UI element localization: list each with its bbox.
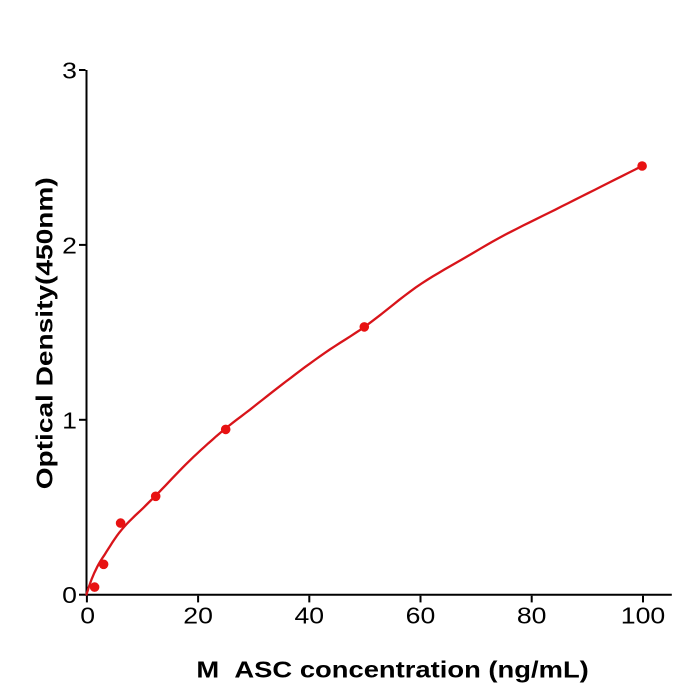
svg-text:2: 2	[62, 232, 77, 258]
svg-text:0: 0	[80, 602, 95, 628]
svg-text:20: 20	[183, 602, 213, 628]
svg-text:100: 100	[621, 602, 666, 628]
svg-text:40: 40	[295, 602, 325, 628]
svg-text:80: 80	[517, 602, 547, 628]
svg-text:M ASC concentration (ng/mL): M ASC concentration (ng/mL)	[196, 656, 588, 682]
svg-text:0: 0	[62, 582, 77, 608]
svg-text:3: 3	[62, 58, 77, 84]
svg-text:60: 60	[406, 602, 436, 628]
svg-text:Optical Density(450nm): Optical Density(450nm)	[32, 177, 58, 489]
svg-text:1: 1	[62, 407, 77, 433]
